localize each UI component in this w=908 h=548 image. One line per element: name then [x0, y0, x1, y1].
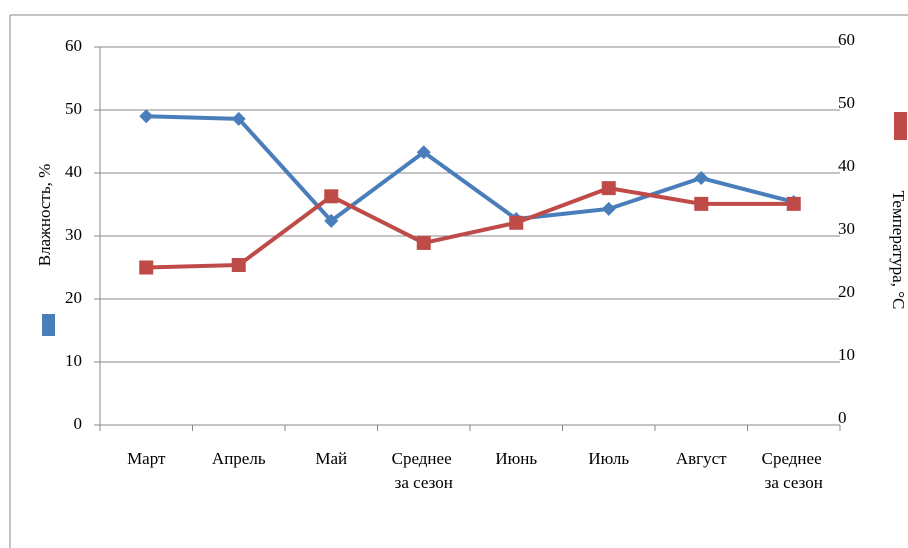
y2-tick-label: 40 [838, 156, 855, 175]
legend-marker [42, 314, 55, 336]
y-tick-label: 10 [65, 351, 82, 370]
series-line [146, 186, 794, 270]
y-tick-label: 20 [65, 288, 82, 307]
y2-tick-label: 50 [838, 93, 855, 112]
y2-axis-label: Температура, °С [889, 191, 908, 310]
marker [231, 111, 246, 126]
y-tick-label: 40 [65, 162, 82, 181]
marker [694, 196, 709, 211]
y2-tick-label: 20 [838, 282, 855, 301]
y2-tick-label: 60 [838, 30, 855, 49]
x-tick-label: Август [676, 449, 727, 468]
x-tick-label: Среднее за сезон [392, 449, 456, 492]
marker [601, 201, 616, 216]
x-tick-label: Среднее за сезон [762, 449, 826, 492]
marker [324, 213, 339, 228]
marker [324, 189, 339, 204]
x-tick-label: Июнь [495, 449, 537, 468]
y2-tick-label: 30 [838, 219, 855, 238]
legend-marker [894, 112, 907, 140]
marker [231, 257, 246, 272]
marker [694, 171, 709, 186]
x-tick-label: Май [315, 449, 347, 468]
marker [601, 181, 616, 196]
marker [786, 196, 801, 211]
marker [139, 109, 154, 124]
x-tick-label: Март [127, 449, 166, 468]
y-tick-label: 30 [65, 225, 82, 244]
x-tick-label: Апрель [212, 449, 266, 468]
marker [416, 235, 431, 250]
marker [416, 145, 431, 160]
x-tick-label: Июль [588, 449, 629, 468]
y2-tick-label: 0 [838, 408, 847, 427]
y2-tick-label: 10 [838, 345, 855, 364]
y-tick-label: 50 [65, 99, 82, 118]
marker [509, 215, 524, 230]
series-line [146, 114, 795, 223]
y-axis-label: Влажность, % [35, 164, 54, 267]
y-tick-label: 0 [74, 414, 83, 433]
y-tick-label: 60 [65, 36, 82, 55]
marker [139, 260, 154, 275]
